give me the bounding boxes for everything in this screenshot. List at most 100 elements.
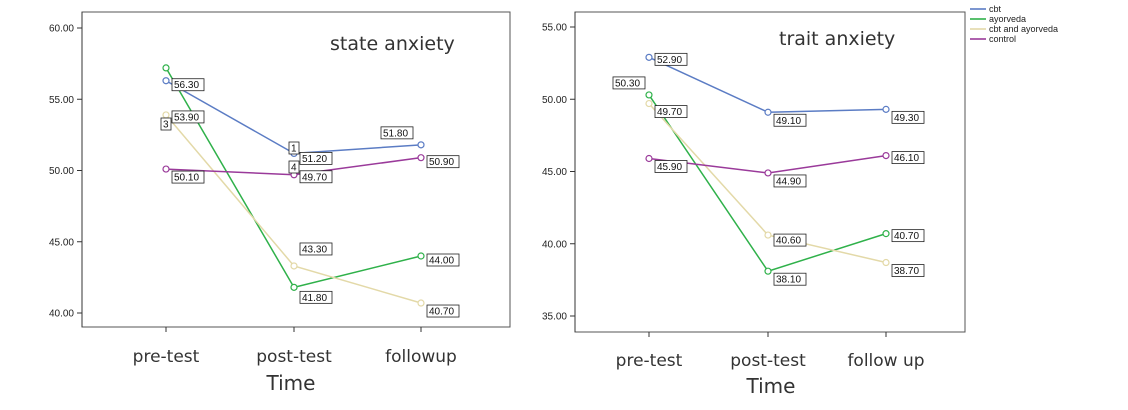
y-tick-label: 55.00	[542, 23, 567, 34]
data-label-box	[654, 105, 688, 118]
data-label-box	[773, 174, 807, 188]
data-label: 49.70	[657, 107, 682, 118]
data-point	[764, 267, 772, 275]
data-point	[417, 252, 425, 260]
data-label-box	[891, 229, 925, 243]
y-tick-label: 50.00	[542, 95, 567, 106]
case-marker-box	[288, 160, 300, 174]
data-point	[290, 283, 298, 291]
x-categories: pre-test post-test follow up	[616, 332, 925, 371]
data-label: 51.20	[302, 154, 327, 165]
data-point	[882, 258, 890, 267]
data-label: 40.70	[429, 307, 454, 318]
data-label-box	[773, 233, 807, 247]
data-label: 40.70	[894, 231, 919, 242]
data-point	[417, 299, 425, 307]
case-marker-box	[160, 117, 172, 131]
data-label: 53.90	[174, 112, 199, 123]
data-label: 50.90	[429, 157, 454, 168]
y-tick-label: 45.00	[49, 237, 74, 248]
data-label-box	[380, 126, 414, 140]
data-label: 45.90	[657, 162, 682, 173]
series-line-cbt-and-ayorveda	[648, 103, 887, 264]
case-marker-label: 3	[163, 120, 169, 131]
data-label: 49.30	[894, 113, 919, 124]
y-ticks: 35.00 40.00 45.00 50.00 55.00	[542, 23, 575, 323]
data-label-box	[654, 160, 688, 173]
chart-title: state anxiety	[330, 33, 455, 55]
data-label-box	[891, 151, 925, 165]
trait-anxiety-panel: 35.00 40.00 45.00 50.00 55.00 pre-test post-t…	[542, 4, 1058, 398]
data-label: 56.30	[174, 80, 199, 91]
data-point	[645, 99, 653, 108]
data-label-box	[773, 272, 807, 286]
data-point	[882, 105, 890, 113]
x-tick-label: pre-test	[133, 347, 200, 367]
data-point	[645, 91, 653, 99]
y-tick-label: 50.00	[49, 166, 74, 177]
data-point	[764, 169, 772, 177]
series-points	[645, 53, 890, 275]
data-label: 43.30	[302, 244, 327, 255]
legend-label: control	[989, 34, 1016, 44]
case-marker-label: 1	[291, 144, 297, 155]
data-labels: 56.30 51.20 51.80 41.80 44.00 53.90 43.30 40.70…	[160, 78, 460, 318]
data-label: 52.90	[657, 55, 682, 66]
x-categories: pre-test post-test followup	[133, 327, 457, 367]
legend-label: ayorveda	[989, 14, 1026, 24]
data-label: 50.30	[615, 78, 640, 89]
data-point	[764, 231, 772, 239]
data-label: 51.80	[383, 128, 408, 139]
data-labels: 52.90 49.10 49.30 50.30 38.10 40.70 49.70 40.60…	[612, 52, 925, 286]
data-label-box	[426, 155, 460, 169]
data-label: 41.80	[302, 293, 327, 304]
data-label-box	[171, 170, 205, 184]
data-point	[162, 165, 170, 173]
y-tick-label: 40.00	[542, 239, 567, 250]
data-label-box	[299, 170, 333, 184]
data-label: 40.60	[776, 236, 801, 247]
case-marker-label: 4	[291, 163, 297, 174]
data-label-box	[171, 110, 205, 124]
state-anxiety-panel: 40.00 45.00 50.00 55.00 60.00 pre-test post-t…	[49, 11, 511, 395]
x-tick-label: pre-test	[616, 351, 683, 371]
y-tick-label: 35.00	[542, 312, 567, 323]
series-line-ayorveda	[648, 94, 887, 273]
data-point	[645, 53, 653, 61]
chart-title: trait anxiety	[779, 28, 895, 50]
data-label: 50.10	[174, 173, 199, 184]
y-ticks: 40.00 45.00 50.00 55.00 60.00	[49, 24, 82, 320]
data-point	[417, 154, 425, 162]
data-point	[645, 154, 653, 163]
data-label-box	[171, 78, 205, 92]
data-point	[162, 111, 170, 119]
data-label-box	[426, 253, 460, 267]
data-label: 38.70	[894, 266, 919, 277]
data-label: 44.90	[776, 176, 801, 187]
data-label-box	[299, 290, 333, 304]
case-marker-box	[288, 141, 300, 155]
legend-label: cbt and ayorveda	[989, 24, 1058, 34]
y-tick-label: 60.00	[49, 24, 74, 35]
data-label-box	[773, 113, 807, 127]
data-label: 49.70	[302, 172, 327, 183]
y-tick-label: 45.00	[542, 167, 567, 178]
x-axis-title: Time	[746, 374, 796, 398]
x-axis-title: Time	[266, 371, 316, 395]
data-point	[764, 108, 772, 116]
data-label-box	[299, 151, 333, 165]
data-point	[290, 262, 298, 270]
data-label: 49.10	[776, 116, 801, 127]
data-point	[162, 64, 170, 72]
data-point	[162, 77, 170, 85]
x-tick-label: post-test	[256, 347, 332, 367]
data-label-box	[426, 304, 460, 318]
data-label-box	[654, 52, 688, 66]
x-tick-label: post-test	[730, 351, 806, 371]
data-label-box	[891, 110, 925, 124]
data-label-box	[891, 264, 925, 277]
x-tick-label: follow up	[847, 351, 924, 371]
x-tick-label: followup	[385, 347, 457, 367]
data-point	[882, 152, 890, 160]
